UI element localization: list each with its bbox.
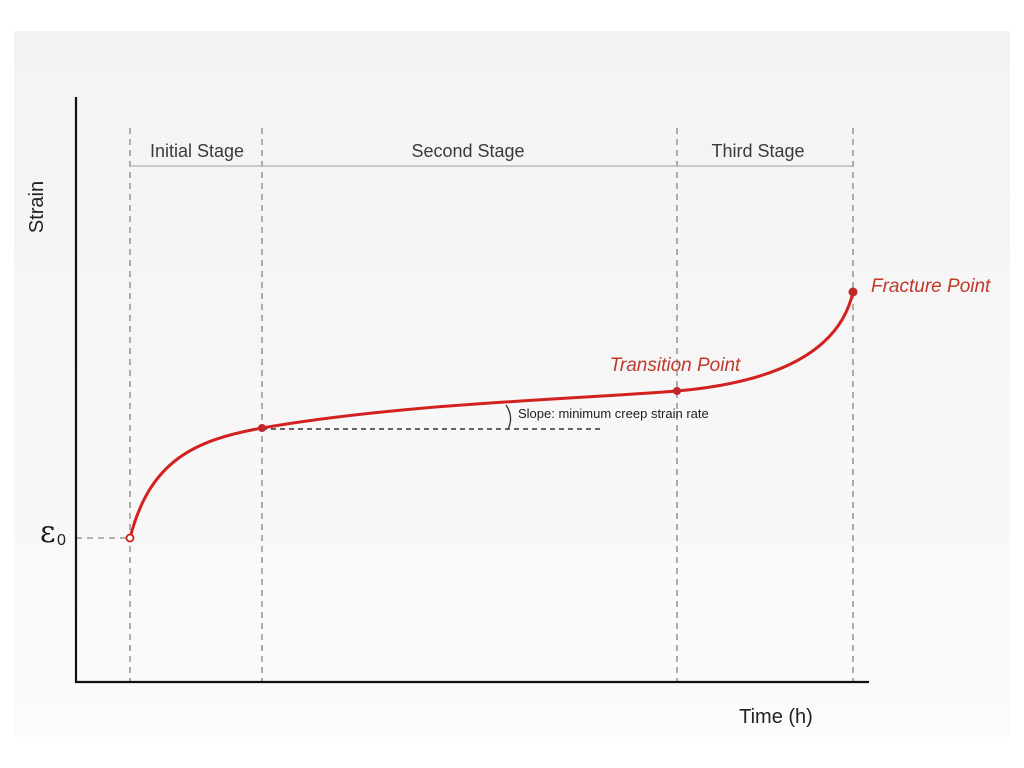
stage-label-second: Second Stage [411, 141, 524, 161]
creep-curve [128, 290, 855, 540]
epsilon0-point [125, 533, 135, 543]
y-axis-label: Strain [26, 181, 48, 233]
transition-point-marker [673, 387, 681, 395]
slope-label: Slope: minimum creep strain rate [518, 406, 709, 421]
epsilon0-symbol: ε [40, 515, 56, 550]
fracture-point-marker [848, 287, 858, 297]
x-axis-label: Time (h) [739, 706, 813, 728]
stage-label-third: Third Stage [711, 141, 804, 161]
slope-angle-arc [505, 404, 512, 430]
epsilon0-subscript: 0 [57, 532, 66, 549]
transition-point-label: Transition Point [610, 355, 741, 376]
stage-label-initial: Initial Stage [150, 141, 244, 161]
primary-end-point [258, 424, 266, 432]
diagram-background [14, 31, 1010, 737]
fracture-point-label: Fracture Point [871, 276, 991, 297]
